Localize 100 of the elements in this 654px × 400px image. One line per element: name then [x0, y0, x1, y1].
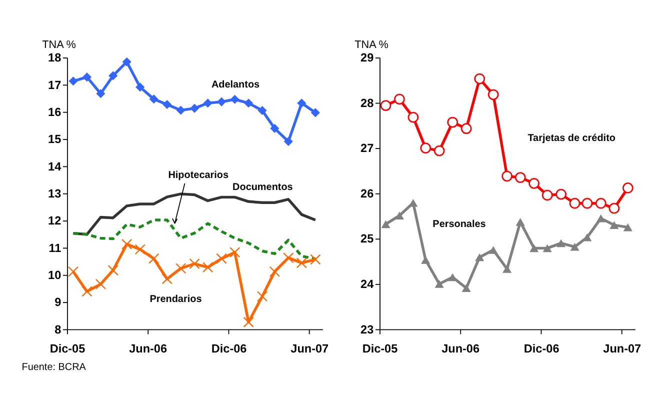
point [203, 98, 212, 108]
point [229, 247, 240, 258]
point [258, 106, 267, 116]
point [68, 266, 79, 277]
point [542, 244, 552, 252]
point [230, 94, 240, 104]
point [420, 142, 432, 154]
x-tick-label: Dic-05 [362, 342, 398, 356]
point [68, 76, 78, 86]
y-tick-label: 8 [54, 323, 62, 336]
x-tick-label: Dic-05 [50, 342, 86, 356]
point [608, 202, 620, 214]
point [297, 98, 306, 108]
y-tick-label: 12 [48, 214, 62, 228]
point [162, 274, 172, 284]
point [149, 94, 158, 104]
point [122, 57, 132, 66]
text: Tarjetas de crédito [528, 132, 616, 144]
point [502, 170, 512, 182]
series-label: Adelantos [211, 79, 260, 90]
point [162, 100, 172, 110]
point [256, 291, 268, 302]
point [595, 198, 606, 209]
point [610, 221, 619, 230]
x-tick-label: Dic-06 [211, 342, 248, 356]
point [460, 123, 472, 134]
point [82, 286, 92, 297]
y-tick-label: 9 [54, 296, 62, 310]
point [269, 266, 280, 277]
point [96, 89, 106, 98]
point [514, 172, 526, 183]
x-tick-label: Jun-06 [129, 342, 168, 356]
point [556, 239, 566, 248]
point [310, 108, 320, 118]
point [380, 100, 392, 111]
y-tick-label: 27 [360, 142, 374, 156]
point [176, 106, 186, 115]
point [488, 89, 499, 100]
point [556, 188, 566, 200]
y-tick-label: 11 [48, 242, 62, 255]
series-label: Prendarios [150, 294, 202, 306]
point [283, 252, 294, 264]
point [217, 97, 226, 106]
point [408, 112, 419, 123]
point [528, 178, 540, 189]
point [284, 136, 293, 146]
point [622, 182, 634, 194]
x-tick-label: Dic-06 [524, 342, 560, 356]
x-tick-label: Jun-07 [603, 342, 642, 356]
point [447, 116, 458, 128]
point [394, 94, 405, 105]
point [542, 190, 553, 201]
point [488, 246, 498, 254]
y-tick-label: 25 [360, 232, 374, 246]
x-tick-label: Jun-07 [290, 342, 330, 356]
y-axis-title: TNA % [354, 38, 389, 51]
y-tick-label: 15 [48, 133, 62, 146]
y-tick-label: 13 [48, 187, 62, 200]
point [434, 280, 444, 288]
point [148, 253, 160, 264]
y-tick-label: 29 [360, 52, 374, 65]
point [570, 242, 580, 251]
y-axis-title: TNA % [42, 38, 76, 51]
point [190, 104, 200, 113]
y-tick-label: 14 [48, 160, 62, 174]
point [82, 72, 92, 82]
source-note: Fuente: BCRA [22, 362, 86, 374]
point [474, 73, 486, 84]
y-tick-label: 28 [360, 96, 374, 110]
point [310, 254, 321, 265]
y-tick-label: 17 [48, 78, 62, 92]
point [462, 284, 471, 292]
point [121, 238, 132, 250]
y-tick-label: 23 [360, 323, 374, 336]
point [516, 218, 525, 226]
point [296, 258, 308, 268]
point [623, 223, 632, 232]
point [582, 198, 593, 209]
point [381, 220, 390, 228]
y-tick-label: 10 [48, 268, 62, 282]
y-tick-label: 24 [360, 278, 374, 292]
point [216, 253, 227, 264]
point [475, 253, 484, 262]
point [134, 244, 146, 255]
point [434, 145, 445, 156]
point [175, 263, 186, 274]
point [108, 264, 118, 276]
x-tick-label: Jun-06 [442, 342, 480, 356]
point [202, 262, 214, 273]
y-tick-label: 26 [360, 187, 374, 200]
y-tick-label: 18 [48, 52, 62, 65]
point [243, 316, 254, 328]
point [270, 124, 280, 133]
series-label: Personales [432, 218, 486, 230]
point [569, 198, 580, 209]
text: Hipotecarios [168, 170, 229, 181]
line-series [72, 218, 317, 260]
point [502, 265, 512, 273]
point [530, 244, 539, 252]
point [95, 278, 106, 290]
